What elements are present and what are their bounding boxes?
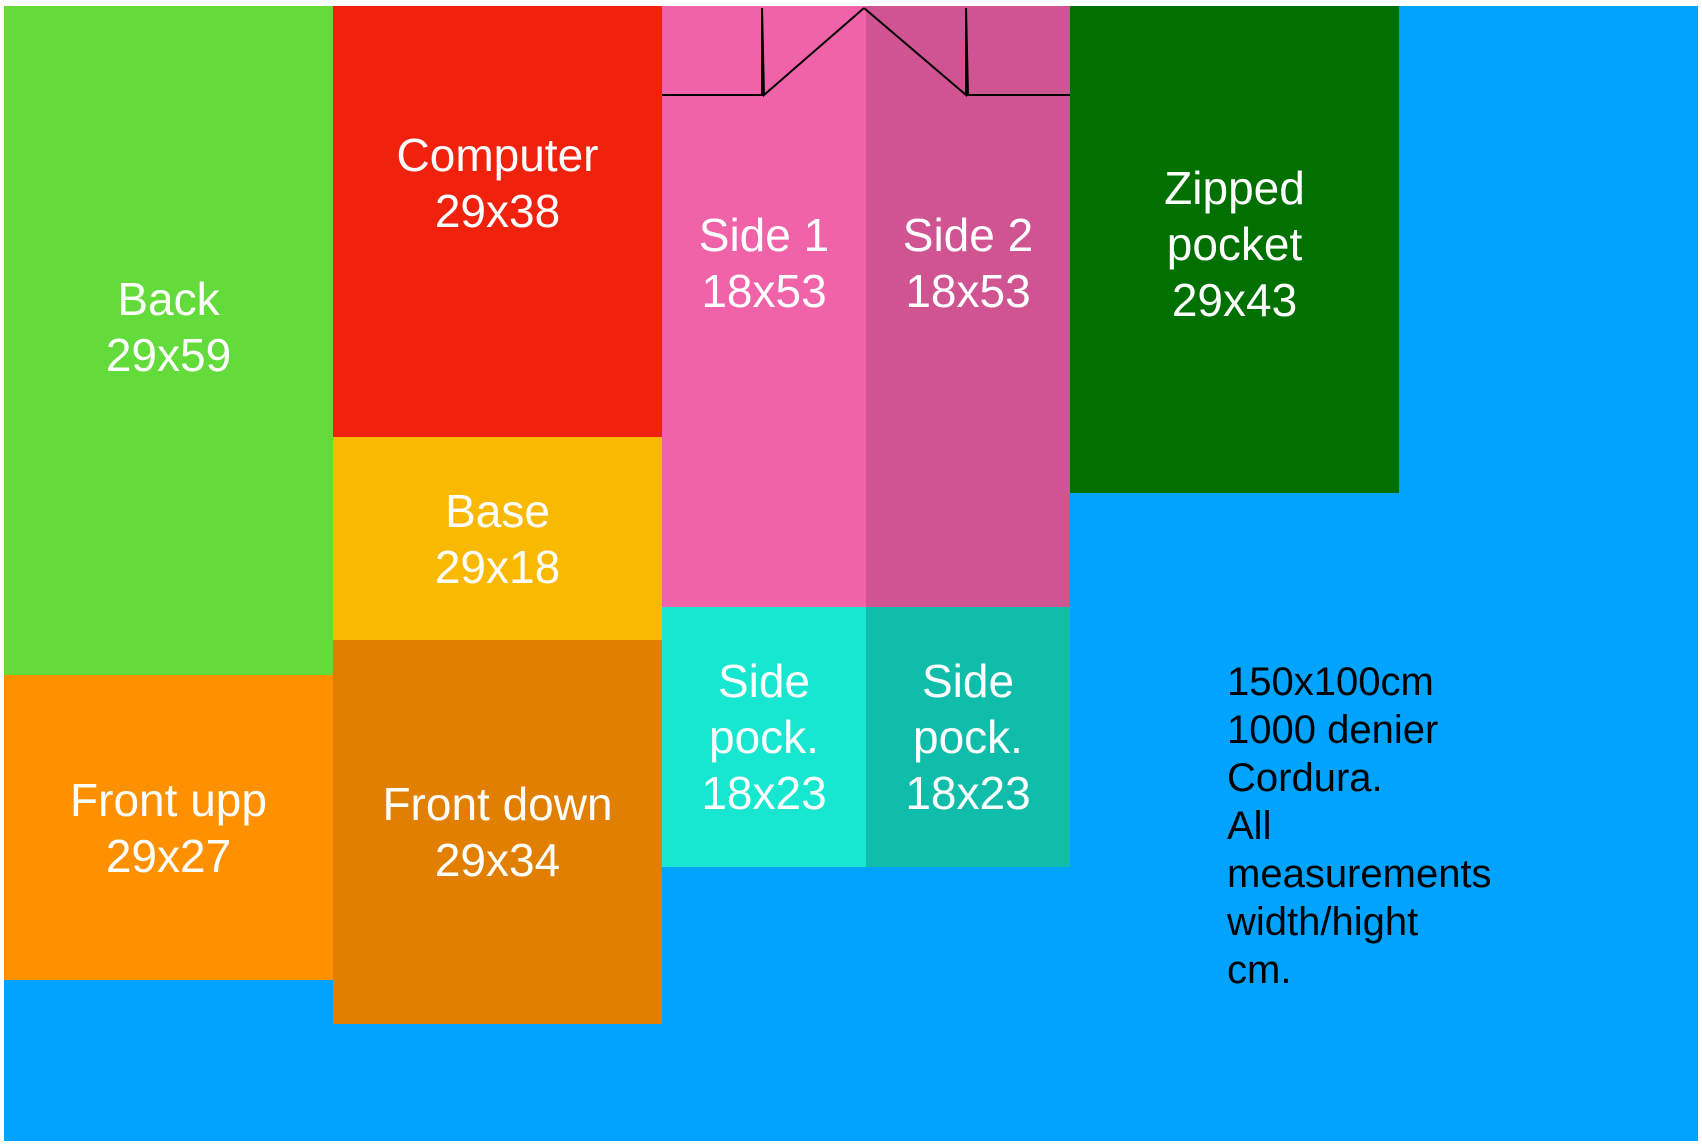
zipped-pocket-panel: Zipped pocket 29x43 xyxy=(1070,6,1399,493)
side-pocket-1-panel: Side pock. 18x23 xyxy=(662,607,866,867)
base-panel: Base 29x18 xyxy=(333,437,662,640)
back-panel-label: Back 29x59 xyxy=(105,272,232,381)
side-pocket-1-panel-label: Side pock. 18x23 xyxy=(701,655,827,819)
side-2-panel: Side 2 18x53 xyxy=(866,6,1070,607)
side-1-panel-label: Side 1 18x53 xyxy=(698,208,830,317)
back-panel: Back 29x59 xyxy=(4,6,333,675)
side-2-panel-label: Side 2 18x53 xyxy=(902,208,1034,317)
zipped-pocket-panel-label: Zipped pocket 29x43 xyxy=(1164,161,1305,326)
fabric-note: 150x100cm 1000 denier Cordura. All measu… xyxy=(1227,660,1492,992)
front-down-panel-label: Front down 29x34 xyxy=(382,778,613,886)
front-upp-panel-label: Front upp 29x27 xyxy=(70,773,267,882)
front-down-panel: Front down 29x34 xyxy=(333,640,662,1024)
front-upp-panel: Front upp 29x27 xyxy=(4,675,333,980)
side-pocket-2-panel-label: Side pock. 18x23 xyxy=(905,655,1031,819)
side-1-panel: Side 1 18x53 xyxy=(662,6,866,607)
base-panel-label: Base 29x18 xyxy=(434,484,561,593)
computer-panel: Computer 29x38 xyxy=(333,6,662,437)
side-pocket-2-panel: Side pock. 18x23 xyxy=(866,607,1070,867)
fabric-sheet: Back 29x59 Front upp 29x27 Computer 29x3… xyxy=(4,6,1698,1141)
computer-panel-label: Computer 29x38 xyxy=(396,128,599,237)
